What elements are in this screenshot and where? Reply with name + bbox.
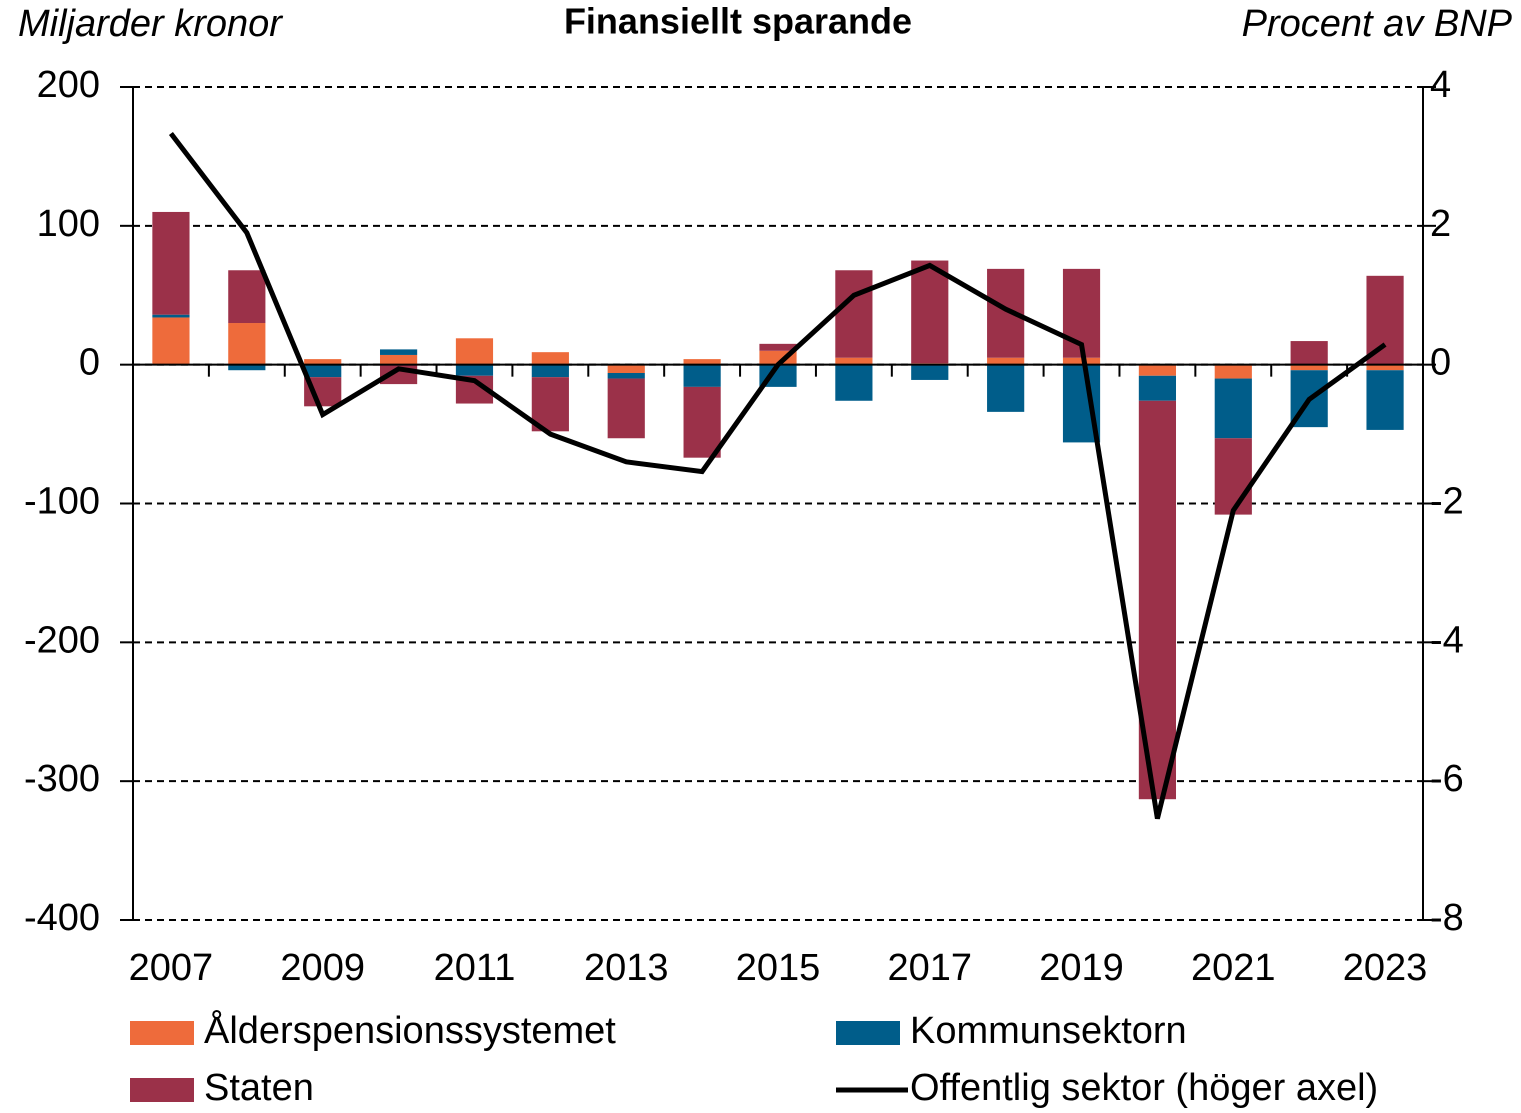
bar xyxy=(1290,341,1328,365)
line-series xyxy=(168,131,1387,820)
bar xyxy=(379,354,418,365)
y-tick-label: -100 xyxy=(24,481,100,523)
bar xyxy=(531,352,569,365)
x-tick-label: 2009 xyxy=(280,947,365,989)
y-tick-label: 200 xyxy=(37,64,100,106)
bar xyxy=(1138,364,1177,376)
bar xyxy=(531,377,569,432)
legend-label: Kommunsektorn xyxy=(910,1010,1187,1052)
bar xyxy=(987,364,1025,412)
chart-title: Finansiellt sparande xyxy=(564,1,912,42)
bar xyxy=(683,364,721,387)
legend-label: Ålderspensionssystemet xyxy=(204,1008,616,1052)
y2-tick-label: -6 xyxy=(1430,758,1464,800)
bar xyxy=(607,364,645,373)
bar xyxy=(1290,364,1328,371)
bar xyxy=(759,343,797,351)
x-tick-label: 2017 xyxy=(887,947,972,989)
bar xyxy=(455,364,494,376)
bar xyxy=(1366,275,1404,365)
bar xyxy=(228,270,266,324)
bar xyxy=(911,364,949,380)
bar xyxy=(531,364,569,378)
bar xyxy=(911,260,949,364)
y-tick-label: -300 xyxy=(24,758,100,800)
bar xyxy=(1062,357,1101,365)
x-tick-label: 2015 xyxy=(736,947,821,989)
y-tick-label: 0 xyxy=(79,342,100,384)
x-tick-label: 2007 xyxy=(129,947,214,989)
bar xyxy=(152,211,190,315)
legend-swatch xyxy=(130,1021,194,1045)
y2-axis-label: Procent av BNP xyxy=(1242,3,1513,45)
bar xyxy=(304,359,342,365)
bar xyxy=(607,378,645,439)
x-tick-label: 2013 xyxy=(584,947,669,989)
legend-swatch xyxy=(836,1021,900,1045)
legend-label: Staten xyxy=(204,1067,314,1109)
y-tick-label: -400 xyxy=(24,897,100,939)
bar xyxy=(1214,364,1252,379)
bar xyxy=(1214,378,1252,439)
bar xyxy=(1214,438,1252,515)
bar xyxy=(1138,375,1177,401)
bar xyxy=(987,357,1025,365)
bar xyxy=(379,349,418,355)
bar xyxy=(228,323,266,365)
x-tick-label: 2023 xyxy=(1343,947,1428,989)
bar xyxy=(683,386,721,458)
bar xyxy=(152,314,190,318)
bar xyxy=(228,364,266,371)
y2-tick-label: 2 xyxy=(1430,203,1451,245)
bar xyxy=(835,364,873,401)
x-tick-label: 2011 xyxy=(434,947,516,989)
y2-tick-label: -8 xyxy=(1430,897,1464,939)
y2-tick-label: 0 xyxy=(1430,342,1451,384)
bar xyxy=(304,364,342,378)
x-tick-label: 2021 xyxy=(1191,947,1276,989)
bar xyxy=(683,359,721,365)
x-tick-label: 2019 xyxy=(1039,947,1124,989)
y-tick-label: 100 xyxy=(37,203,100,245)
y2-tick-label: -4 xyxy=(1430,619,1464,661)
bar xyxy=(607,372,645,379)
y-tick-label: -200 xyxy=(24,619,100,661)
y2-tick-label: -2 xyxy=(1430,481,1464,523)
legend-label: Offentlig sektor (höger axel) xyxy=(910,1067,1378,1109)
bar xyxy=(835,270,873,358)
bar xyxy=(1366,364,1404,371)
y2-tick-label: 4 xyxy=(1430,64,1451,106)
legend-swatch xyxy=(130,1078,194,1102)
bar xyxy=(152,317,190,365)
bar xyxy=(1366,370,1404,430)
y-axis-label: Miljarder kronor xyxy=(18,3,283,45)
bar xyxy=(835,357,873,365)
bar xyxy=(455,338,494,365)
